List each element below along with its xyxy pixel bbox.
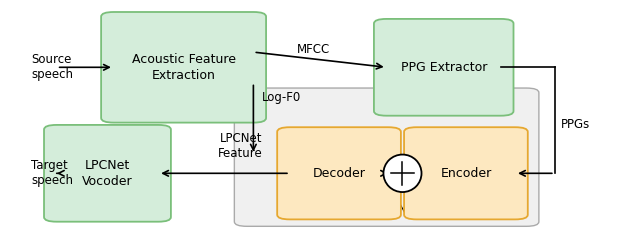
Text: PPG Extractor: PPG Extractor: [401, 61, 487, 74]
Text: MFCC: MFCC: [297, 43, 330, 56]
FancyBboxPatch shape: [277, 127, 401, 219]
FancyBboxPatch shape: [44, 125, 171, 222]
Text: Decoder: Decoder: [312, 167, 365, 180]
Text: Acoustic Feature
Extraction: Acoustic Feature Extraction: [132, 53, 236, 82]
Text: Encoder: Encoder: [440, 167, 492, 180]
Ellipse shape: [383, 155, 422, 192]
FancyBboxPatch shape: [374, 19, 513, 116]
Text: PPGs: PPGs: [561, 118, 590, 131]
Text: Synthesizer Network: Synthesizer Network: [325, 203, 448, 216]
Text: Log-F0: Log-F0: [262, 91, 301, 104]
Text: LPCNet
Feature: LPCNet Feature: [218, 132, 263, 160]
Text: LPCNet
Vocoder: LPCNet Vocoder: [82, 159, 132, 188]
Text: Target
speech: Target speech: [31, 159, 74, 187]
Text: Source
speech: Source speech: [31, 53, 74, 81]
FancyBboxPatch shape: [404, 127, 528, 219]
FancyBboxPatch shape: [101, 12, 266, 123]
FancyBboxPatch shape: [234, 88, 539, 226]
